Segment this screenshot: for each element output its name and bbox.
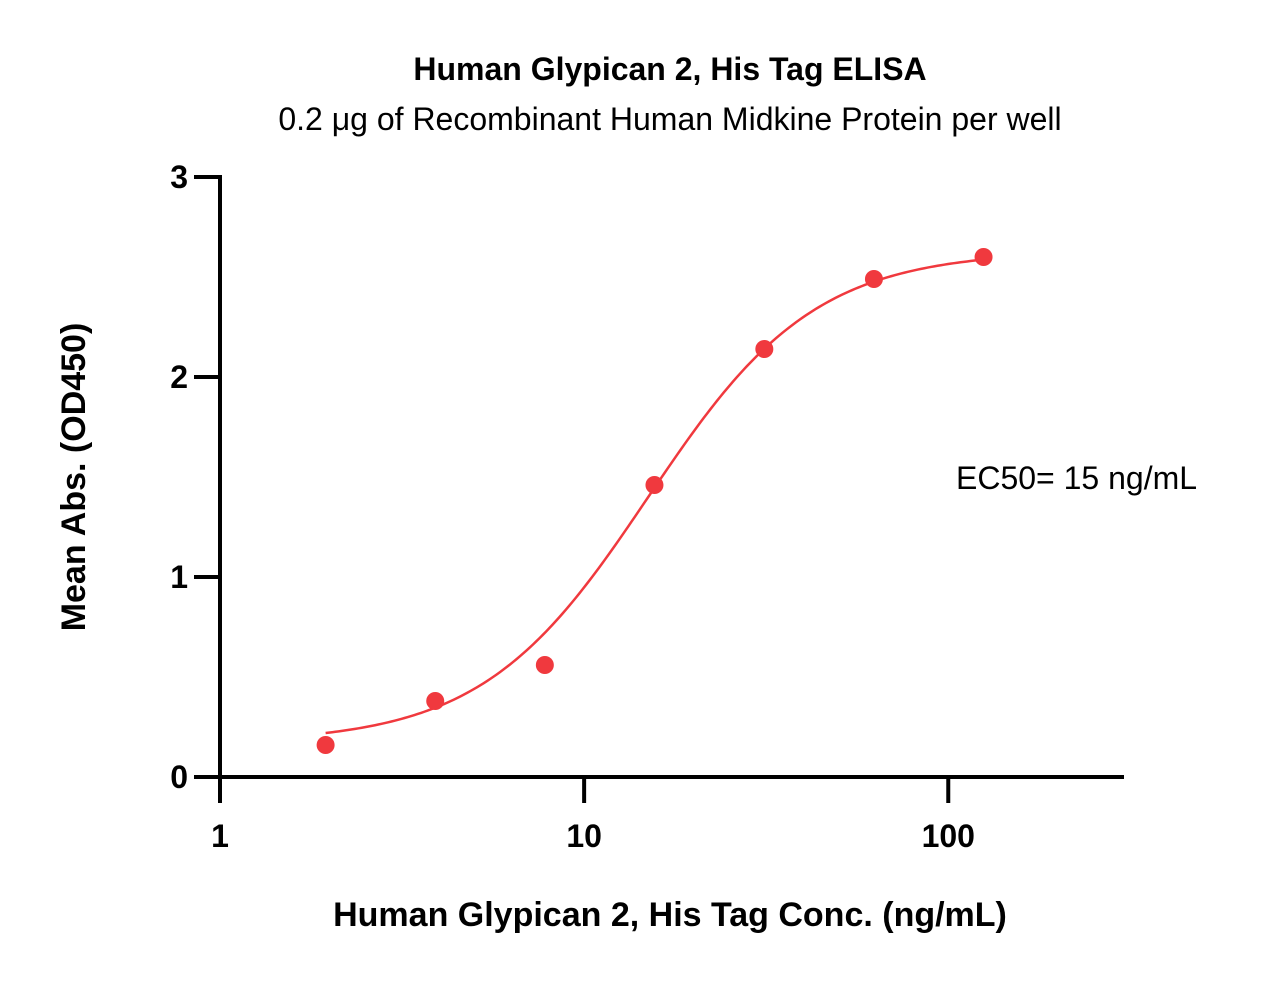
x-tick-label: 100 <box>922 818 975 854</box>
chart-title: Human Glypican 2, His Tag ELISA <box>413 51 926 87</box>
fit-curve-layer <box>325 258 984 735</box>
data-point <box>755 340 774 358</box>
y-tick-label: 3 <box>170 159 188 195</box>
chart-subtitle: 0.2 μg of Recombinant Human Midkine Prot… <box>278 101 1061 137</box>
fit-curve <box>325 258 984 735</box>
y-axis-label: Mean Abs. (OD450) <box>55 323 93 632</box>
data-point <box>974 248 993 266</box>
data-point <box>426 692 445 710</box>
data-point <box>864 270 883 288</box>
data-point <box>316 736 335 754</box>
y-tick-label: 1 <box>170 559 188 595</box>
x-axis-label: Human Glypican 2, His Tag Conc. (ng/mL) <box>333 896 1007 934</box>
data-point <box>645 476 664 494</box>
data-points <box>316 248 993 754</box>
y-tick-label: 2 <box>170 359 188 395</box>
ec50-annotation: EC50= 15 ng/mL <box>956 460 1197 496</box>
data-point <box>535 656 554 674</box>
y-tick-label: 0 <box>170 759 188 795</box>
x-tick-label: 10 <box>566 818 602 854</box>
x-tick-label: 1 <box>211 818 229 854</box>
